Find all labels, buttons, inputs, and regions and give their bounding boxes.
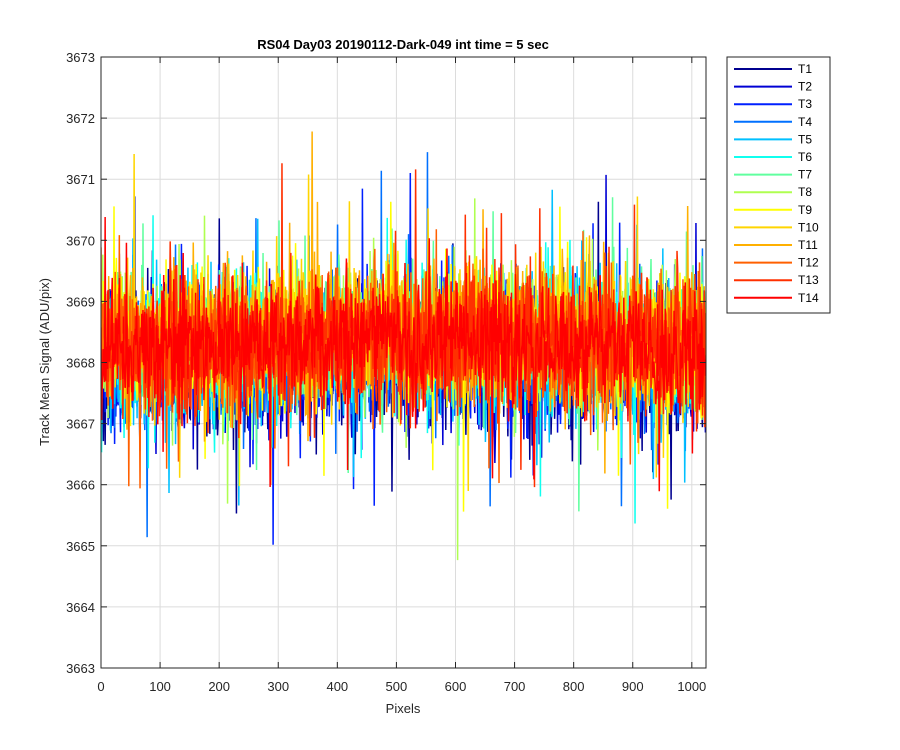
legend-label-t11: T11 [798,238,818,252]
y-tick-label: 3666 [66,478,95,493]
x-tick-label: 500 [386,679,408,694]
legend-label-t13: T13 [798,273,819,287]
x-tick-label: 700 [504,679,526,694]
y-tick-label: 3668 [66,356,95,371]
y-tick-label: 3669 [66,294,95,309]
chart-title: RS04 Day03 20190112-Dark-049 int time = … [257,37,549,52]
y-tick-label: 3672 [66,111,95,126]
legend-label-t8: T8 [798,185,812,199]
legend-label-t3: T3 [798,97,812,111]
legend-label-t2: T2 [798,80,812,94]
x-tick-label: 600 [445,679,467,694]
x-tick-label: 1000 [677,679,706,694]
y-tick-label: 3673 [66,50,95,65]
axis-ticks: 0 100 200 300 400 500 600 700 800 900 1000 3663 3664… [66,50,706,694]
series-lines [101,131,706,561]
x-tick-label: 300 [267,679,289,694]
y-tick-label: 3671 [66,172,95,187]
series-line-t14 [101,216,706,492]
legend-label-t9: T9 [798,203,812,217]
y-tick-label: 3663 [66,661,95,676]
legend-label-t7: T7 [798,168,812,182]
legend-label-t10: T10 [798,220,819,234]
x-axis-label: Pixels [386,701,421,716]
legend: T1 T2 T3 T4 T5 T6 T7 T8 T9 T10 T11 T12 T13 T14 [726,56,831,314]
x-tick-label: 900 [622,679,644,694]
legend-label-t1: T1 [798,62,812,76]
legend-label-t14: T14 [798,291,819,305]
x-tick-label: 0 [97,679,104,694]
y-tick-label: 3670 [66,233,95,248]
x-tick-label: 800 [563,679,585,694]
x-tick-label: 200 [208,679,230,694]
x-tick-label: 100 [149,679,171,694]
legend-label-t5: T5 [798,132,812,146]
legend-box [726,56,831,314]
legend-label-t12: T12 [798,256,819,270]
y-axis-label: Track Mean Signal (ADU/pix) [37,278,52,446]
y-tick-label: 3664 [66,600,95,615]
y-tick-label: 3665 [66,539,95,554]
y-tick-label: 3667 [66,417,95,432]
legend-label-t6: T6 [798,150,812,164]
x-tick-label: 400 [326,679,348,694]
legend-label-t4: T4 [798,115,812,129]
